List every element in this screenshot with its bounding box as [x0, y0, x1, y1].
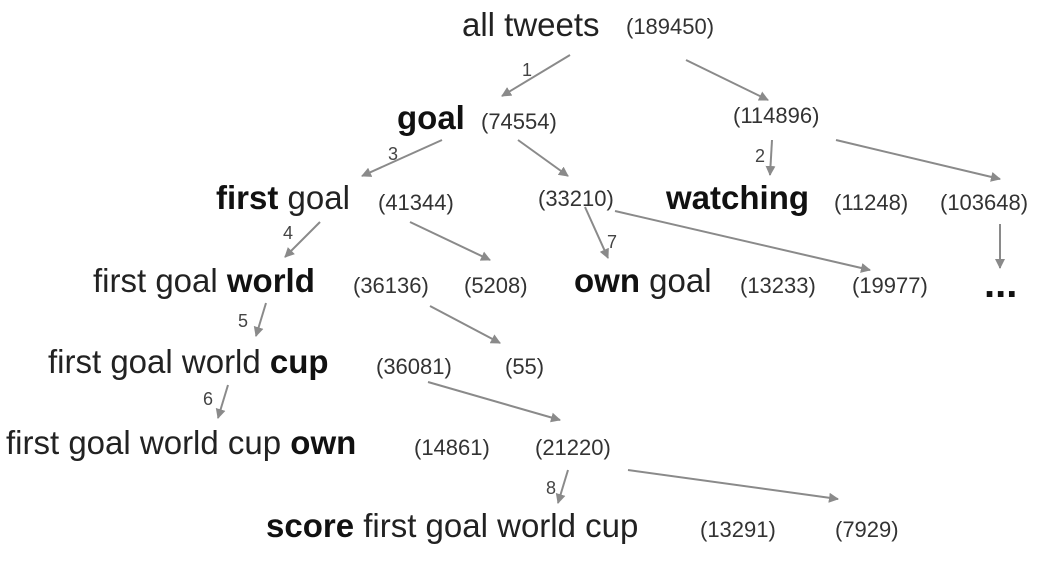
- count-own-rest: (19977): [852, 273, 928, 298]
- edge-world-rest: [429, 305, 501, 344]
- node-label: first goal world: [48, 343, 270, 380]
- node-label: goal: [639, 262, 712, 299]
- count-first-rest: (5208): [464, 273, 528, 298]
- count-goal: (74554): [481, 109, 557, 134]
- count-world: (36136): [353, 273, 429, 298]
- count-score-rest: (7929): [835, 517, 899, 542]
- step-label-1: 1: [522, 60, 533, 80]
- step-label-5: 5: [238, 311, 249, 331]
- node-label: first goal: [93, 262, 227, 299]
- edge-notgoal-watching: [765, 139, 776, 176]
- count-first-goal: (41344): [378, 190, 454, 215]
- edge-notgoal-notwatching: [835, 139, 1001, 182]
- edge-cuprest-score: [555, 469, 569, 504]
- count-not-watching: (103648): [940, 190, 1029, 215]
- edge-cup-own: [215, 384, 229, 419]
- edge-first-world: [284, 221, 321, 258]
- edge-root-not-goal: [685, 59, 769, 101]
- node-goal: goal: [397, 101, 465, 134]
- step-label-4: 4: [283, 223, 294, 243]
- node-keyword: cup: [269, 343, 329, 380]
- step-label-6: 6: [203, 389, 214, 409]
- step-label-8: 8: [546, 478, 557, 498]
- count-goal-rest: (33210): [538, 186, 614, 211]
- node-all-tweets: all tweets: [462, 8, 600, 41]
- node-keyword: own: [290, 424, 357, 461]
- more-ellipsis: ...: [984, 262, 1018, 306]
- node-score-first-goal-world-cup: score first goal world cup: [266, 509, 638, 542]
- edge-world-cup: [253, 302, 267, 337]
- node-label: first goal world cup: [354, 507, 639, 544]
- node-own-goal: own goal: [574, 264, 712, 297]
- node-watching: watching: [666, 181, 809, 214]
- node-first-goal-world: first goal world: [93, 264, 315, 297]
- count-cup: (36081): [376, 354, 452, 379]
- step-label-3: 3: [388, 144, 399, 164]
- count-not-goal: (114896): [733, 103, 820, 128]
- node-keyword: watching: [666, 179, 810, 216]
- count-watching: (11248): [834, 190, 909, 215]
- count-cup-rest: (21220): [535, 435, 611, 460]
- count-own: (14861): [414, 435, 490, 460]
- node-label: first goal world cup: [6, 424, 291, 461]
- edge-goal-rest: [517, 139, 569, 177]
- node-first-goal-world-cup: first goal world cup: [48, 345, 329, 378]
- edge-root-goal: [501, 54, 571, 97]
- node-first-goal: first goal: [216, 181, 350, 214]
- edge-goalrest-ownrest: [614, 210, 871, 273]
- count-world-rest: (55): [505, 354, 545, 379]
- node-label: all tweets: [462, 6, 600, 43]
- count-all-tweets: (189450): [626, 14, 715, 39]
- edge-first-rest: [409, 221, 491, 261]
- step-label-2: 2: [755, 146, 766, 166]
- step-label-7: 7: [607, 232, 618, 252]
- edge-goal-first: [361, 139, 443, 177]
- node-keyword: goal: [397, 99, 465, 136]
- count-score: (13291): [700, 517, 776, 542]
- edge-goalrest-own: [584, 206, 609, 259]
- node-keyword: own: [574, 262, 640, 299]
- node-label: goal: [278, 179, 350, 216]
- node-keyword: world: [226, 262, 315, 299]
- count-own-goal: (13233): [740, 273, 816, 298]
- edge-cuprest-rest: [627, 469, 839, 503]
- edge-cup-rest: [427, 381, 561, 423]
- node-keyword: score: [266, 507, 355, 544]
- node-keyword: first: [216, 179, 279, 216]
- node-first-goal-world-cup-own: first goal world cup own: [6, 426, 356, 459]
